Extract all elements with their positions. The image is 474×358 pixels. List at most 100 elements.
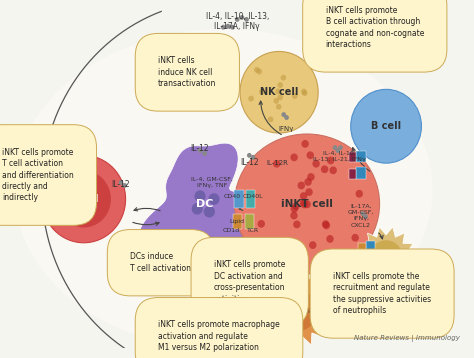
Text: T cell: T cell xyxy=(69,194,99,204)
Circle shape xyxy=(256,69,262,74)
Circle shape xyxy=(281,75,286,81)
FancyBboxPatch shape xyxy=(246,190,255,208)
Polygon shape xyxy=(356,227,416,287)
Text: IL-12: IL-12 xyxy=(240,158,259,167)
FancyBboxPatch shape xyxy=(356,150,365,162)
Text: Neutrophil: Neutrophil xyxy=(363,253,409,262)
Circle shape xyxy=(292,202,300,210)
Text: NK cell: NK cell xyxy=(260,87,298,97)
Circle shape xyxy=(336,148,340,153)
Circle shape xyxy=(302,90,308,96)
FancyBboxPatch shape xyxy=(356,167,365,179)
Circle shape xyxy=(328,267,333,272)
Circle shape xyxy=(259,89,264,95)
Circle shape xyxy=(290,212,298,219)
Circle shape xyxy=(363,214,368,219)
Circle shape xyxy=(291,154,298,161)
Circle shape xyxy=(275,88,281,94)
Circle shape xyxy=(198,148,202,153)
Text: iNKT cell: iNKT cell xyxy=(281,199,333,209)
Circle shape xyxy=(331,270,336,275)
Circle shape xyxy=(303,200,311,208)
Text: IL-4, IL-13,
GM-CSF,
IFNγ, TNF: IL-4, IL-13, GM-CSF, IFNγ, TNF xyxy=(321,274,354,291)
Circle shape xyxy=(301,140,309,148)
Circle shape xyxy=(254,67,260,73)
FancyBboxPatch shape xyxy=(235,190,244,208)
Text: IL-4, IL-10, IL-13,
IL-17A, IFNγ: IL-4, IL-10, IL-13, IL-17A, IFNγ xyxy=(206,12,269,31)
Circle shape xyxy=(301,200,308,208)
Circle shape xyxy=(338,145,343,150)
Text: Lipid: Lipid xyxy=(230,218,245,223)
Circle shape xyxy=(361,211,365,216)
Text: iNKT cells
induce NK cell
transactivation: iNKT cells induce NK cell transactivatio… xyxy=(158,56,217,88)
Circle shape xyxy=(370,240,402,275)
Circle shape xyxy=(257,220,265,228)
Circle shape xyxy=(56,171,111,227)
Circle shape xyxy=(239,15,244,20)
Text: IL-17A,
GM-CSF,
IFNγ,
CXCL2: IL-17A, GM-CSF, IFNγ, CXCL2 xyxy=(348,204,374,228)
Circle shape xyxy=(277,82,283,88)
Circle shape xyxy=(268,116,273,122)
FancyBboxPatch shape xyxy=(365,241,375,252)
Circle shape xyxy=(301,89,307,95)
Text: IL-12R: IL-12R xyxy=(266,160,288,166)
Circle shape xyxy=(273,98,279,104)
Circle shape xyxy=(291,205,298,213)
Circle shape xyxy=(323,222,330,229)
Circle shape xyxy=(312,160,320,168)
Circle shape xyxy=(265,242,273,250)
Circle shape xyxy=(202,151,207,156)
Text: IFNγ: IFNγ xyxy=(278,126,293,132)
Circle shape xyxy=(356,190,363,198)
Text: iNKT cells promote
T cell activation
and differentiation
directly and
indirectly: iNKT cells promote T cell activation and… xyxy=(2,147,73,202)
Circle shape xyxy=(282,112,286,117)
Text: IL-4, IL-10,
IL-13, IL-21, IFNγ: IL-4, IL-10, IL-13, IL-21, IFNγ xyxy=(313,150,366,162)
Circle shape xyxy=(327,156,334,164)
FancyBboxPatch shape xyxy=(349,169,356,179)
Circle shape xyxy=(321,165,328,173)
Circle shape xyxy=(273,160,281,168)
Circle shape xyxy=(244,17,249,22)
Text: IL-12: IL-12 xyxy=(112,180,130,189)
Circle shape xyxy=(278,290,317,331)
Circle shape xyxy=(307,173,315,181)
Circle shape xyxy=(191,203,203,214)
Circle shape xyxy=(194,190,206,202)
Circle shape xyxy=(326,235,334,243)
Circle shape xyxy=(240,52,318,133)
Circle shape xyxy=(307,151,314,159)
Polygon shape xyxy=(139,143,267,253)
Text: Nature Reviews | Immunology: Nature Reviews | Immunology xyxy=(354,335,459,342)
Circle shape xyxy=(277,95,283,100)
Circle shape xyxy=(284,115,289,120)
Circle shape xyxy=(251,155,255,160)
Text: iNKT cells promote
DC activation and
cross-presentation
activities: iNKT cells promote DC activation and cro… xyxy=(214,260,285,304)
Circle shape xyxy=(293,221,301,228)
Circle shape xyxy=(300,199,307,207)
Circle shape xyxy=(122,183,127,188)
Text: iNKT cells promote the
recruitment and regulate
the suppressive activities
of ne: iNKT cells promote the recruitment and r… xyxy=(333,272,431,315)
Circle shape xyxy=(329,166,337,174)
Text: iNKT cells promote
B cell activation through
cognate and non-cognate
interaction: iNKT cells promote B cell activation thr… xyxy=(326,6,424,49)
FancyBboxPatch shape xyxy=(233,214,242,229)
Circle shape xyxy=(230,25,235,30)
FancyBboxPatch shape xyxy=(358,243,365,252)
Text: CD1d: CD1d xyxy=(222,228,239,233)
Circle shape xyxy=(304,178,312,186)
Circle shape xyxy=(298,182,305,189)
Circle shape xyxy=(351,90,421,163)
Circle shape xyxy=(209,193,219,205)
Text: DCs induce
T cell activation: DCs induce T cell activation xyxy=(130,252,191,273)
Circle shape xyxy=(235,17,239,22)
Text: CD40: CD40 xyxy=(224,194,241,199)
Text: TCR: TCR xyxy=(247,228,259,233)
Ellipse shape xyxy=(235,134,380,274)
Circle shape xyxy=(305,188,313,196)
Text: IL-4, GM-CSF,
IFNγ, TNF: IL-4, GM-CSF, IFNγ, TNF xyxy=(191,177,233,188)
Circle shape xyxy=(351,234,359,242)
Text: CD40L: CD40L xyxy=(243,194,264,199)
Circle shape xyxy=(42,155,126,243)
Circle shape xyxy=(322,220,329,228)
Circle shape xyxy=(292,93,298,99)
Circle shape xyxy=(309,241,317,249)
